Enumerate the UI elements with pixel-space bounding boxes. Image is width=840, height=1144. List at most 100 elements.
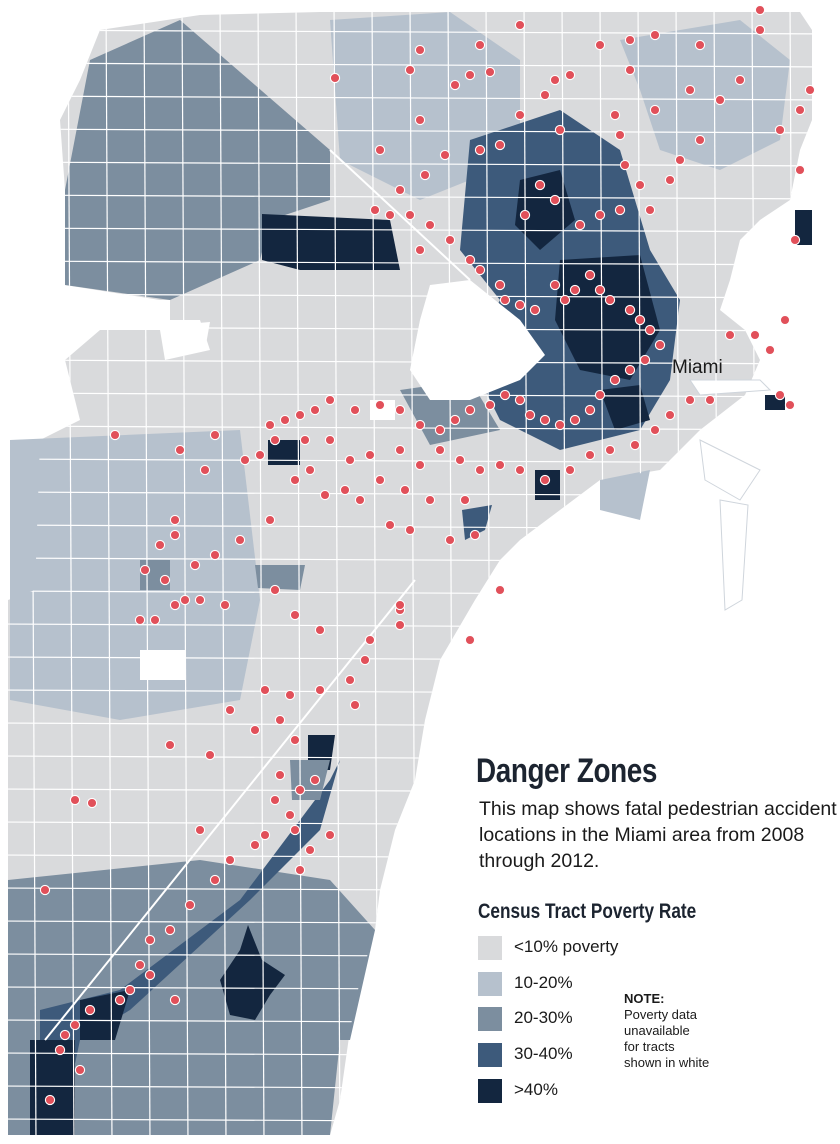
tract-border: [8, 293, 812, 299]
accident-dot: [604, 444, 616, 456]
accident-dot: [109, 429, 121, 441]
accident-dot: [169, 529, 181, 541]
accident-dot: [44, 1094, 56, 1106]
accident-dot: [499, 389, 511, 401]
tract-30-40: [462, 505, 492, 540]
accident-dot: [169, 994, 181, 1006]
accident-dot: [264, 514, 276, 526]
accident-dot: [309, 774, 321, 786]
accident-dot: [434, 444, 446, 456]
accident-dot: [164, 924, 176, 936]
accident-dot: [594, 284, 606, 296]
accident-dot: [539, 414, 551, 426]
accident-dot: [444, 234, 456, 246]
accident-dot: [594, 39, 606, 51]
accident-dot: [499, 294, 511, 306]
accident-dot: [324, 394, 336, 406]
accident-dot: [159, 574, 171, 586]
accident-dot: [289, 609, 301, 621]
accident-dot: [469, 529, 481, 541]
accident-dot: [549, 194, 561, 206]
accident-dot: [664, 409, 676, 421]
tract-border: [8, 392, 812, 398]
accident-dot: [54, 1044, 66, 1056]
accident-dot: [789, 234, 801, 246]
accident-dot: [694, 134, 706, 146]
key-island: [699, 439, 761, 501]
accident-dot: [664, 174, 676, 186]
accident-dot: [464, 254, 476, 266]
accident-dot: [524, 409, 536, 421]
accident-dot: [649, 29, 661, 41]
note-text: Poverty data unavailable for tracts show…: [624, 1007, 710, 1070]
accident-dot: [794, 104, 806, 116]
accident-dot: [564, 69, 576, 81]
accident-dot: [474, 144, 486, 156]
accident-dot: [149, 614, 161, 626]
accident-dot: [344, 454, 356, 466]
tract-border: [8, 260, 812, 266]
accident-dot: [304, 464, 316, 476]
accident-dot: [484, 66, 496, 78]
accident-dot: [494, 279, 506, 291]
accident-dot: [394, 184, 406, 196]
accident-dot: [204, 749, 216, 761]
accident-dot: [394, 404, 406, 416]
accident-dot: [209, 874, 221, 886]
accident-dot: [784, 399, 796, 411]
accident-dot: [154, 539, 166, 551]
accident-dot: [144, 969, 156, 981]
accident-dot: [289, 824, 301, 836]
legend-swatch-30-40: [478, 1043, 502, 1067]
accident-dot: [274, 769, 286, 781]
accident-dot: [449, 414, 461, 426]
accident-dot: [764, 344, 776, 356]
accident-dot: [484, 399, 496, 411]
accident-dot: [224, 704, 236, 716]
no-data-tract: [410, 280, 545, 400]
accident-dot: [169, 514, 181, 526]
tract-border: [219, 12, 227, 1135]
map-title: Danger Zones: [476, 752, 657, 790]
accident-dot: [414, 114, 426, 126]
accident-dot: [694, 39, 706, 51]
accident-dot: [794, 164, 806, 176]
accident-dot: [259, 684, 271, 696]
accident-dot: [374, 474, 386, 486]
accident-dot: [319, 489, 331, 501]
accident-dot: [239, 454, 251, 466]
tract-border: [8, 128, 812, 134]
tract-border: [67, 12, 75, 1135]
accident-dot: [394, 444, 406, 456]
tract-gt40: [220, 925, 285, 1020]
tract-border: [105, 12, 113, 1135]
accident-dot: [179, 594, 191, 606]
accident-dot: [654, 339, 666, 351]
accident-dot: [754, 4, 766, 16]
accident-dot: [344, 674, 356, 686]
tract-border: [8, 194, 812, 200]
map-subtitle: This map shows fatal pedestrian accident…: [479, 798, 837, 872]
accident-dot: [74, 1064, 86, 1076]
accident-dot: [604, 294, 616, 306]
accident-dot: [624, 64, 636, 76]
accident-dot: [634, 314, 646, 326]
accident-dot: [394, 599, 406, 611]
accident-dot: [419, 169, 431, 181]
accident-dot: [464, 404, 476, 416]
accident-dot: [414, 419, 426, 431]
accident-dot: [414, 244, 426, 256]
accident-dot: [69, 794, 81, 806]
accident-dot: [289, 734, 301, 746]
accident-dot: [474, 264, 486, 276]
tract-gt40: [268, 440, 300, 465]
accident-dot: [254, 449, 266, 461]
legend-swatch-gt40: [478, 1079, 502, 1103]
accident-dot: [414, 459, 426, 471]
accident-dot: [439, 149, 451, 161]
tract-border: [181, 12, 189, 1135]
accident-dot: [369, 204, 381, 216]
highway-line: [44, 579, 416, 1041]
accident-dot: [264, 419, 276, 431]
